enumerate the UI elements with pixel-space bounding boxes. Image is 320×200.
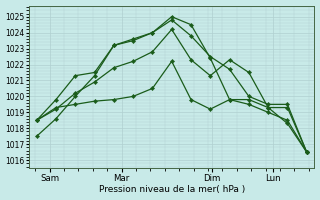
X-axis label: Pression niveau de la mer( hPa ): Pression niveau de la mer( hPa ) xyxy=(99,185,245,194)
